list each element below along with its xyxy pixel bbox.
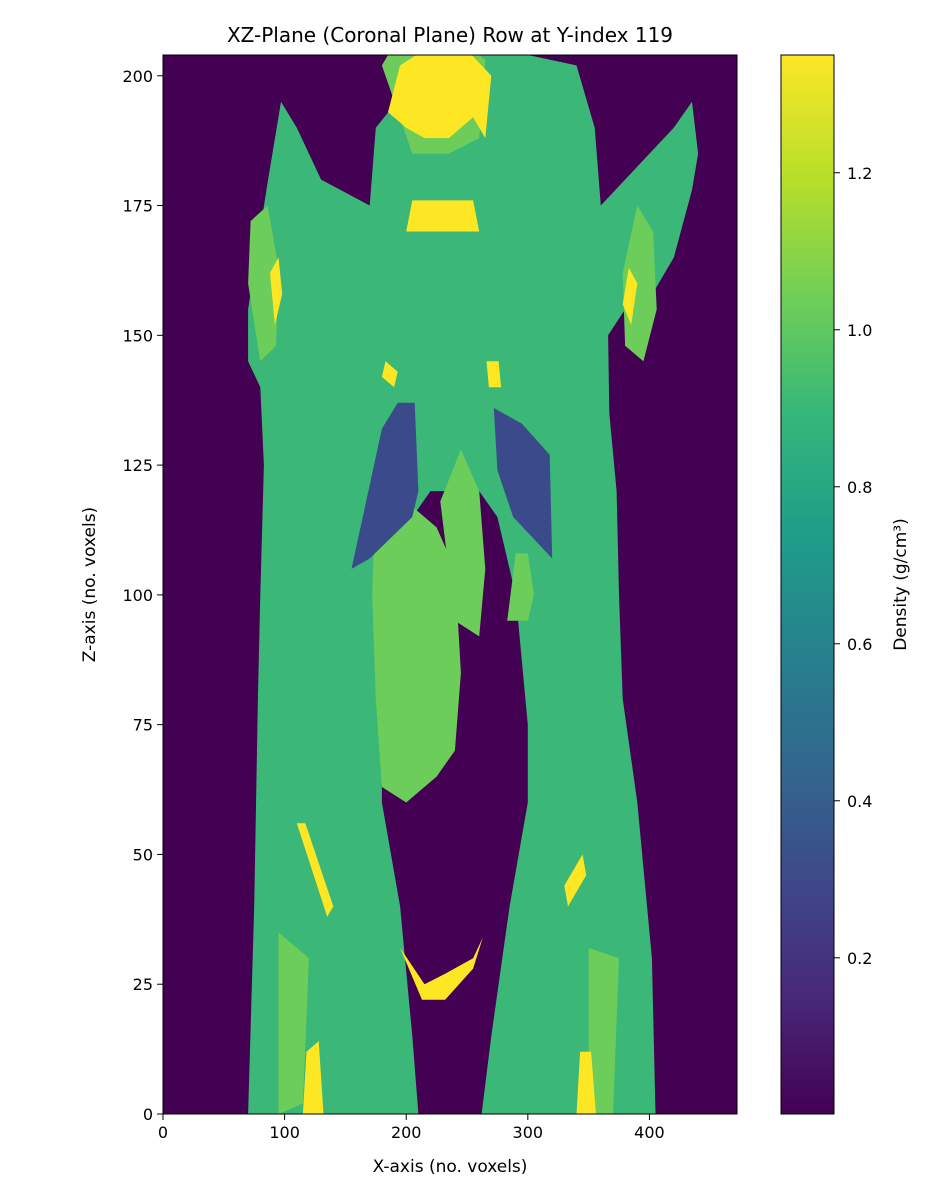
region-organ: [248, 205, 279, 362]
region-bone: [576, 1051, 596, 1114]
plot-area: [162, 54, 738, 1115]
x-tick-label: 400: [634, 1123, 665, 1142]
region-air: [424, 828, 467, 933]
colorbar-gradient: [780, 54, 835, 1115]
region-lung: [493, 408, 553, 559]
colorbar-tick-label: 0.6: [847, 635, 872, 654]
plot-frame: [162, 54, 738, 1115]
y-tick-label: 100: [122, 586, 153, 605]
y-tick-label: 175: [122, 197, 153, 216]
region-bone: [381, 361, 398, 388]
region-bone: [296, 823, 334, 917]
y-axis: 0 25 50 75 100 125 150 175 200: [122, 67, 163, 1124]
region-bone: [406, 200, 480, 232]
colorbar-ticks: 0.2 0.4 0.6 0.8 1.0 1.2: [834, 164, 872, 968]
y-tick-label: 150: [122, 326, 153, 345]
x-tick-label: 300: [513, 1123, 544, 1142]
region-organ: [588, 947, 619, 1114]
region-bone: [564, 854, 587, 907]
y-tick-label: 125: [122, 456, 153, 475]
region-organ: [372, 491, 461, 803]
x-axis-label: X-axis (no. voxels): [373, 1157, 528, 1177]
region-organ: [278, 932, 309, 1114]
region-bone: [302, 1041, 324, 1114]
y-axis-label: Z-axis (no. voxels): [80, 507, 100, 662]
x-tick-label: 200: [391, 1123, 422, 1142]
colorbar-label: Density (g/cm³): [891, 518, 911, 651]
y-tick-label: 200: [122, 67, 153, 86]
colorbar-tick-label: 0.2: [847, 949, 872, 968]
region-lung: [351, 402, 419, 569]
region-organ: [507, 553, 534, 621]
chart-title: XZ-Plane (Coronal Plane) Row at Y-index …: [227, 23, 673, 47]
y-tick-label: 75: [133, 716, 153, 735]
y-tick-label: 0: [143, 1105, 153, 1124]
region-bone: [486, 361, 502, 388]
density-map: [248, 55, 699, 1114]
y-tick-label: 50: [133, 845, 153, 864]
colorbar: 0.2 0.4 0.6 0.8 1.0 1.2 Density (g/cm³): [780, 54, 911, 1115]
region-soft_tissue: [248, 55, 699, 1114]
colorbar-tick-label: 0.4: [847, 792, 872, 811]
region-bone: [400, 937, 483, 1000]
region-bone: [388, 55, 492, 139]
region-bone: [622, 267, 638, 325]
x-axis: 0 100 200 300 400: [158, 1114, 665, 1142]
region-organ: [440, 449, 486, 637]
y-tick-label: 25: [133, 975, 153, 994]
x-tick-label: 0: [158, 1123, 168, 1142]
colorbar-tick-label: 1.0: [847, 321, 872, 340]
x-tick-label: 100: [269, 1123, 300, 1142]
region-bone: [270, 257, 283, 325]
colorbar-tick-label: 1.2: [847, 164, 872, 183]
colorbar-tick-label: 0.8: [847, 478, 872, 497]
